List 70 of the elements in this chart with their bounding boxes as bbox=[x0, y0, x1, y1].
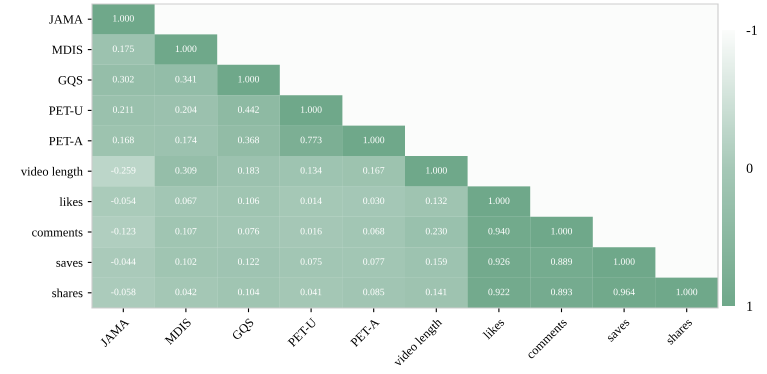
data-label: 1.000 bbox=[426, 167, 447, 174]
data-label: 0.893 bbox=[550, 288, 572, 296]
data-label: -0.123 bbox=[111, 228, 136, 234]
color-bar-label: 1 bbox=[747, 302, 752, 311]
data-label: -0.058 bbox=[111, 288, 136, 296]
data-label: 0.926 bbox=[488, 258, 510, 265]
data-label: 0.302 bbox=[112, 76, 134, 82]
y-tick-label: shares bbox=[52, 288, 83, 298]
y-tick-label: GQS bbox=[58, 76, 82, 86]
data-label: 0.077 bbox=[363, 258, 384, 265]
data-label: 0.211 bbox=[112, 106, 134, 113]
data-label: 0.132 bbox=[426, 197, 447, 204]
data-label: 0.067 bbox=[175, 197, 197, 204]
data-label: 0.230 bbox=[426, 228, 447, 234]
x-tick-label: GQS bbox=[231, 318, 256, 342]
y-tick-label: saves bbox=[56, 260, 83, 267]
data-label: 0.309 bbox=[175, 167, 196, 174]
x-tick-label: likes bbox=[482, 317, 505, 340]
data-label: 0.102 bbox=[175, 258, 196, 265]
y-tick-label: JAMA bbox=[49, 15, 83, 24]
data-label: 1.000 bbox=[614, 258, 635, 265]
data-label: -0.044 bbox=[111, 258, 136, 265]
data-label: 1.000 bbox=[551, 228, 572, 234]
data-label: 0.030 bbox=[363, 197, 384, 204]
data-label: -0.259 bbox=[111, 167, 136, 174]
data-label: 1.000 bbox=[364, 136, 384, 144]
data-label: 0.168 bbox=[112, 136, 134, 144]
data-label: 0.042 bbox=[175, 288, 196, 296]
data-label: 0.368 bbox=[238, 136, 260, 144]
data-label: 0.041 bbox=[300, 288, 322, 296]
data-label: 0.940 bbox=[488, 228, 510, 234]
y-tick-label: comments bbox=[32, 229, 83, 236]
data-label: 0.889 bbox=[550, 258, 572, 265]
y-tick-label: likes bbox=[60, 197, 83, 206]
data-label: 0.076 bbox=[238, 228, 260, 234]
data-label: 1.000 bbox=[676, 288, 698, 296]
y-tick-label: PET-A bbox=[49, 136, 83, 146]
data-label: 1.000 bbox=[238, 76, 260, 82]
data-label: 1.000 bbox=[301, 106, 322, 113]
data-label: 0.964 bbox=[614, 288, 635, 296]
data-label: 0.068 bbox=[363, 228, 384, 234]
data-label: 0.773 bbox=[300, 136, 322, 144]
data-label: 0.107 bbox=[175, 228, 197, 234]
data-label: -0.054 bbox=[111, 197, 136, 204]
data-label: 0.204 bbox=[175, 106, 197, 113]
data-label: 0.183 bbox=[238, 167, 260, 174]
data-label: 0.106 bbox=[238, 197, 260, 204]
y-tick-label: video length bbox=[20, 166, 83, 178]
data-label: 0.104 bbox=[238, 288, 260, 296]
data-label: 1.000 bbox=[113, 15, 134, 22]
data-label: 0.175 bbox=[112, 45, 134, 52]
data-label: 0.341 bbox=[175, 76, 196, 82]
data-label: 0.016 bbox=[300, 228, 322, 234]
data-label: 1.000 bbox=[488, 197, 510, 204]
data-label: 0.014 bbox=[300, 197, 322, 204]
y-tick-label: MDIS bbox=[52, 46, 82, 54]
data-label: 0.442 bbox=[238, 106, 259, 113]
data-label: 1.000 bbox=[176, 45, 196, 52]
color-bar-label: 0 bbox=[746, 164, 753, 173]
data-label: 0.122 bbox=[238, 258, 259, 265]
data-label: 0.174 bbox=[175, 136, 197, 144]
y-tick-label: PET-U bbox=[49, 106, 83, 115]
data-label: 0.085 bbox=[363, 288, 384, 296]
data-label: 0.159 bbox=[426, 258, 447, 265]
data-label: 0.134 bbox=[300, 167, 322, 174]
color-bar-label: -1 bbox=[746, 26, 757, 35]
data-label: 0.922 bbox=[488, 288, 510, 296]
data-label: 0.141 bbox=[426, 288, 447, 296]
data-label: 0.167 bbox=[363, 167, 384, 174]
data-label: 0.075 bbox=[300, 258, 322, 265]
